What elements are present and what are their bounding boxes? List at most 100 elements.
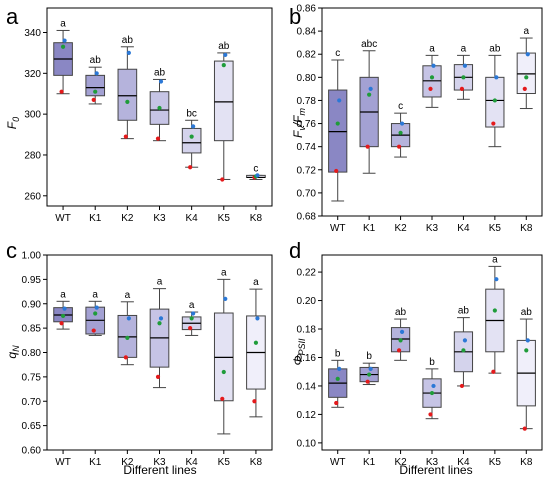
significance-label: a: [524, 26, 530, 37]
data-point: [399, 121, 405, 126]
significance-label: a: [60, 289, 66, 300]
data-point: [189, 316, 194, 321]
y-tick-label: 0.68: [297, 212, 317, 223]
panel-letter-b: b: [289, 4, 301, 29]
box-K5: ab: [485, 43, 505, 148]
data-point: [335, 376, 340, 381]
box-body: [117, 68, 138, 121]
x-tick-label: K4: [457, 457, 470, 468]
data-point: [368, 366, 373, 371]
significance-label: a: [92, 289, 98, 300]
panel-b: b Fv/Fm 0.68 0.70 0.72 0.74 0.76 0.78 0.80 0.82…: [289, 4, 543, 234]
y-tick-label: 0.60: [22, 446, 42, 457]
data-point: [525, 52, 530, 57]
box-WT: a: [53, 289, 73, 330]
box-K1: ab: [85, 55, 106, 105]
x-tick-label: WT: [55, 457, 71, 468]
data-point: [399, 329, 405, 334]
y-tick-label: 0.70: [22, 397, 42, 408]
data-point: [461, 348, 466, 353]
data-point: [491, 369, 496, 374]
x-tick-label: WT: [330, 457, 346, 468]
data-point: [461, 75, 466, 80]
box-K3: a: [422, 43, 442, 108]
data-point: [365, 144, 370, 149]
significance-label: c: [398, 101, 403, 112]
data-point: [59, 321, 64, 326]
y-tick-label: 0.20: [297, 296, 317, 307]
data-point: [94, 305, 99, 310]
box-K4: a: [453, 43, 474, 100]
plot-frame: [321, 254, 543, 451]
y-tick-label: 0.22: [297, 268, 317, 279]
data-point: [125, 99, 130, 104]
data-point: [492, 98, 497, 103]
box-body: [85, 74, 106, 97]
data-point: [158, 316, 164, 321]
data-point: [335, 121, 340, 126]
data-point: [396, 144, 402, 149]
x-tick-label: K8: [520, 457, 533, 468]
x-axis-label-c: Different lines: [123, 463, 196, 477]
y-tick-label: 260: [24, 191, 41, 202]
y-tick-label: 0.85: [22, 324, 42, 335]
significance-label: abc: [361, 39, 377, 50]
data-point: [396, 348, 402, 353]
box-K4: a: [181, 300, 202, 336]
x-tick-label: K2: [394, 223, 407, 234]
box-K2: ab: [390, 307, 411, 361]
significance-label: a: [253, 277, 259, 288]
data-point: [429, 75, 435, 80]
x-tick-label: K3: [153, 457, 166, 468]
data-point: [334, 400, 339, 406]
box-body: [181, 127, 202, 154]
y-tick-label: 0.80: [297, 73, 317, 84]
y-tick-label: 0.84: [297, 27, 317, 38]
y-tick-label: 320: [24, 69, 41, 80]
data-point: [398, 130, 403, 135]
significance-label: c: [253, 163, 258, 174]
y-tick-label: 1.00: [22, 251, 42, 262]
y-tick-label: 0.76: [297, 119, 317, 130]
panel-a: a F0 260 280 300 320 340 WT K1 K2 K3 K4 K5 K8 a ab ab a…: [5, 4, 273, 224]
significance-label: ab: [154, 67, 166, 78]
data-point: [93, 89, 98, 94]
data-point: [93, 311, 98, 316]
significance-label: a: [125, 290, 131, 301]
significance-label: b: [429, 357, 435, 368]
y-tick-label: 0.72: [297, 165, 317, 176]
y-tick-label: 0.18: [297, 325, 317, 336]
data-point: [62, 306, 67, 311]
significance-label: b: [335, 348, 341, 359]
box-K4: bc: [181, 108, 202, 170]
data-point: [253, 340, 259, 345]
significance-label: bc: [186, 108, 197, 119]
box-K8: ab: [516, 307, 536, 431]
data-point: [191, 311, 196, 316]
x-tick-label: K5: [218, 457, 231, 468]
y-tick-label: 0.80: [22, 348, 42, 359]
data-point: [91, 97, 96, 102]
box-K8: a: [246, 277, 266, 418]
box-K5: ab: [213, 41, 234, 182]
x-tick-label: K5: [218, 213, 231, 224]
data-point: [337, 98, 342, 103]
data-point: [524, 75, 529, 80]
significance-label: ab: [458, 306, 470, 317]
data-point: [155, 374, 161, 379]
data-point: [494, 277, 499, 282]
y-tick-label: 0.70: [297, 188, 317, 199]
box-K3: ab: [149, 67, 170, 142]
box-K3: b: [422, 357, 442, 420]
x-axis-label-d: Different lines: [399, 463, 472, 477]
data-point: [188, 165, 193, 170]
panel-d: d ΦPSII Different lines 0.10 0.12 0.14 0.16…: [289, 238, 543, 477]
significance-label: ab: [489, 43, 501, 54]
y-tick-label: 0.12: [297, 410, 317, 421]
box-K8: a: [516, 26, 536, 110]
data-point: [220, 177, 225, 182]
data-point: [189, 134, 194, 139]
data-point: [368, 86, 373, 91]
data-point: [62, 38, 67, 43]
